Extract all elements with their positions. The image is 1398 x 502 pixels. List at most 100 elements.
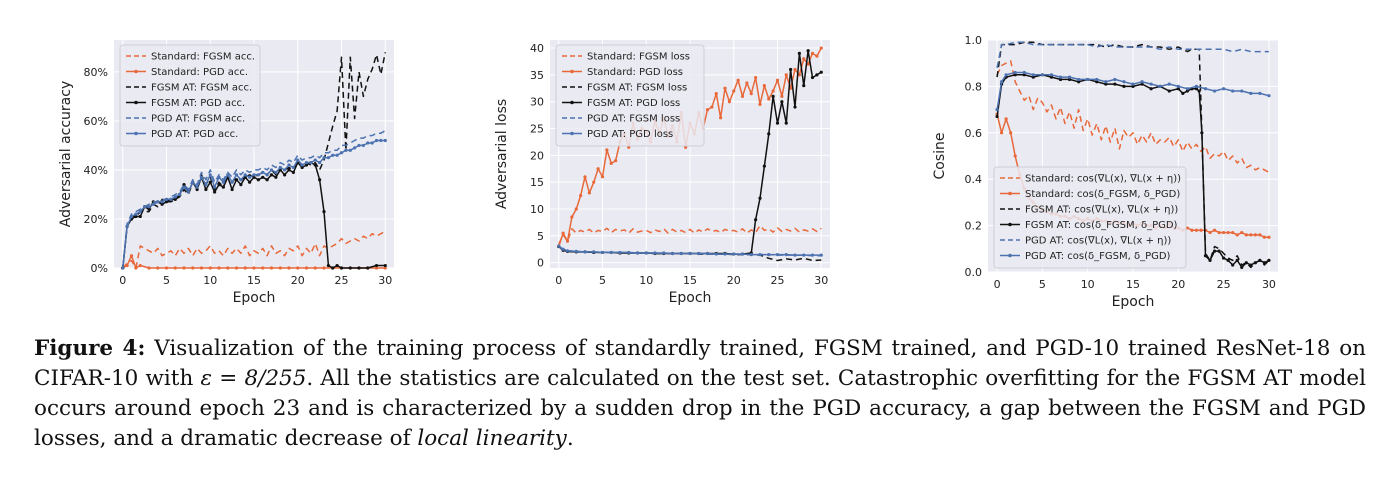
data-point bbox=[173, 197, 177, 201]
data-point bbox=[780, 94, 784, 98]
data-point bbox=[995, 114, 999, 119]
data-point bbox=[1167, 82, 1171, 86]
data-point bbox=[999, 80, 1004, 84]
data-point bbox=[771, 94, 775, 98]
legend-entry: FGSM AT: cos(∇L(x), ∇L(x + η)) bbox=[1025, 205, 1178, 216]
data-point bbox=[767, 97, 771, 101]
legend bbox=[993, 166, 1187, 269]
data-point bbox=[1222, 256, 1226, 260]
data-point bbox=[1077, 77, 1081, 82]
data-point bbox=[583, 250, 587, 254]
data-point bbox=[719, 116, 723, 120]
x-tick-label: 15 bbox=[247, 274, 261, 287]
data-point bbox=[1249, 263, 1253, 267]
data-point bbox=[1212, 249, 1217, 253]
data-point bbox=[745, 81, 749, 85]
data-point bbox=[1004, 117, 1008, 121]
y-tick-label: 5 bbox=[537, 230, 544, 243]
data-point bbox=[1231, 263, 1235, 267]
data-point bbox=[806, 49, 810, 53]
data-point bbox=[644, 251, 648, 255]
data-point bbox=[326, 263, 330, 268]
data-point bbox=[296, 266, 300, 270]
data-point bbox=[353, 146, 357, 150]
cosine-chart: 0.0 0.2 0.4 0.6 0.8 1.0 0 5 10 15 20 25 30 Epoch Cosin… bbox=[932, 34, 1278, 310]
data-point bbox=[269, 266, 274, 270]
x-tick-label: 0 bbox=[555, 274, 562, 287]
data-point bbox=[714, 252, 718, 256]
data-point bbox=[1104, 82, 1108, 86]
data-point bbox=[587, 191, 591, 195]
data-point bbox=[1197, 89, 1201, 93]
data-point bbox=[374, 266, 379, 270]
data-point bbox=[370, 141, 374, 145]
y-tick-label: 0.8 bbox=[965, 80, 983, 93]
data-point bbox=[1181, 91, 1185, 95]
data-point bbox=[331, 153, 335, 157]
data-point bbox=[815, 73, 819, 77]
data-point bbox=[1086, 77, 1090, 82]
data-point bbox=[213, 190, 217, 194]
series-line-0 bbox=[122, 230, 386, 269]
data-point bbox=[565, 249, 570, 253]
data-point bbox=[335, 263, 339, 268]
data-point bbox=[1240, 89, 1244, 93]
data-point bbox=[313, 266, 317, 270]
data-point bbox=[252, 266, 256, 270]
data-point bbox=[1253, 261, 1257, 265]
data-point bbox=[204, 183, 208, 187]
data-point bbox=[1040, 73, 1044, 77]
caption-text-1: Visualization of the training process of… bbox=[34, 336, 1367, 391]
data-point bbox=[1013, 73, 1017, 77]
data-point bbox=[313, 163, 317, 167]
data-point bbox=[565, 239, 570, 243]
data-point bbox=[147, 205, 151, 209]
data-point bbox=[1258, 91, 1262, 95]
data-point bbox=[252, 173, 256, 177]
series-line-4 bbox=[996, 41, 1269, 68]
data-point bbox=[357, 143, 361, 148]
data-point bbox=[160, 200, 164, 204]
legend-entry: FGSM AT: PGD acc. bbox=[151, 98, 245, 109]
data-point bbox=[252, 175, 256, 179]
data-point bbox=[705, 251, 710, 256]
legend-marker bbox=[134, 131, 138, 136]
legend-entry: Standard: cos(∇L(x), ∇L(x + η)) bbox=[1025, 174, 1181, 185]
data-point bbox=[592, 180, 596, 184]
data-point bbox=[1158, 84, 1162, 88]
data-point bbox=[300, 163, 304, 167]
data-point bbox=[151, 202, 155, 206]
data-point bbox=[1140, 82, 1144, 86]
legend-entry: PGD AT: PGD acc. bbox=[151, 129, 238, 140]
data-point bbox=[1194, 87, 1199, 91]
x-tick-label: 25 bbox=[1217, 278, 1231, 291]
data-point bbox=[134, 212, 138, 216]
series-line-2 bbox=[122, 52, 387, 269]
legend-marker bbox=[570, 131, 574, 136]
y-tick-label: 25 bbox=[530, 123, 544, 136]
data-point bbox=[806, 62, 810, 66]
legend-entry: PGD AT: FGSM loss bbox=[587, 114, 680, 125]
data-point bbox=[191, 266, 195, 270]
data-point bbox=[248, 180, 252, 184]
data-point bbox=[1049, 75, 1054, 79]
legend-entry: Standard: FGSM loss bbox=[587, 52, 690, 63]
y-tick-label: 15 bbox=[530, 176, 544, 189]
data-point bbox=[322, 266, 326, 270]
data-point bbox=[723, 252, 727, 256]
data-point bbox=[714, 92, 718, 96]
data-point bbox=[1199, 228, 1203, 232]
data-point bbox=[265, 173, 269, 177]
data-point bbox=[234, 178, 239, 182]
series-line-0 bbox=[558, 224, 822, 245]
data-point bbox=[164, 197, 169, 201]
data-point bbox=[147, 266, 151, 270]
data-point bbox=[291, 165, 295, 170]
data-point bbox=[1200, 131, 1204, 135]
x-tick-label: 10 bbox=[639, 274, 653, 287]
data-point bbox=[1077, 80, 1081, 84]
data-point bbox=[221, 180, 225, 184]
y-tick-label: 80% bbox=[84, 66, 108, 79]
data-point bbox=[1208, 230, 1212, 235]
data-point bbox=[1267, 258, 1271, 262]
